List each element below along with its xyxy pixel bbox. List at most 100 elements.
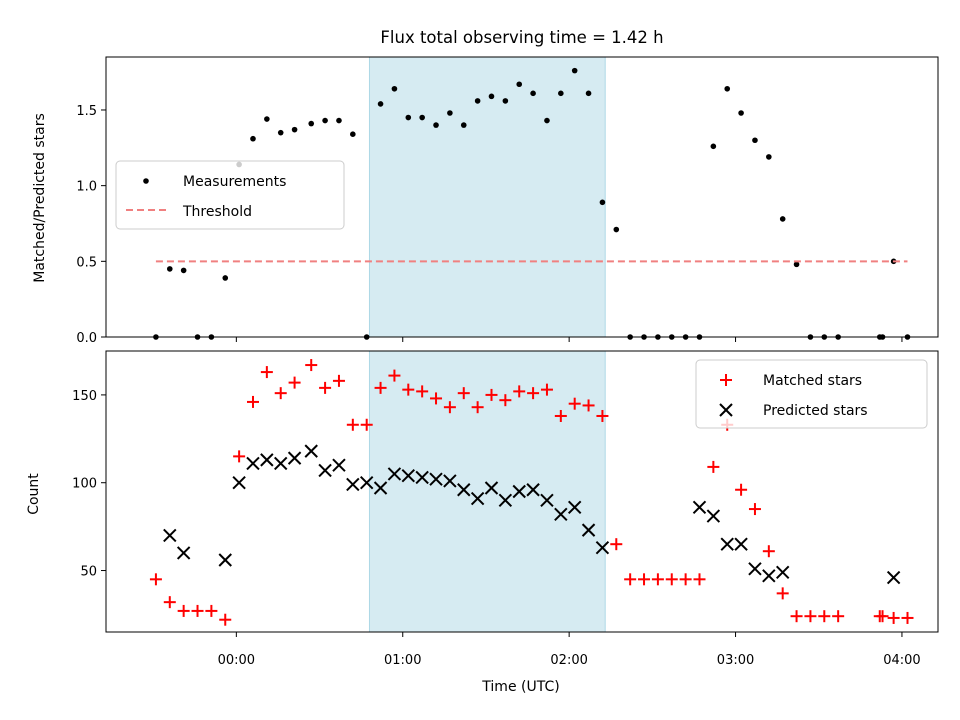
measurement-point: [222, 275, 229, 281]
predicted-stars-point: [373, 481, 388, 495]
predicted-stars-point: [443, 474, 457, 488]
plot-frame: [105, 350, 939, 633]
predicted-stars-point: [554, 507, 568, 522]
measurement-point: [405, 114, 412, 121]
x-tick-label: 03:00: [717, 653, 754, 668]
matched-stars-point: [163, 596, 176, 609]
predicted-stars-point: [526, 483, 540, 497]
measurement-point: [599, 199, 606, 206]
predicted-stars-point: [762, 569, 776, 583]
x-tick-label: 02:00: [550, 653, 587, 668]
matched-stars-point: [443, 401, 456, 414]
measurement-point: [166, 266, 173, 272]
matched-stars-point: [804, 610, 817, 623]
top-y-axis-label: Matched/Predicted stars: [32, 113, 48, 283]
predicted-stars-point: [163, 528, 177, 543]
predicted-stars-point: [720, 537, 734, 551]
x-tick-label: 00:00: [218, 653, 255, 668]
matched-stars-point: [332, 374, 345, 387]
predicted-stars-point: [498, 493, 513, 507]
measurement-point: [516, 81, 523, 88]
y-tick-label: 1.5: [76, 104, 97, 119]
predicted-stars-point: [318, 463, 332, 478]
x-tick-label: 01:00: [384, 653, 421, 668]
predicted-stars-point: [176, 546, 191, 560]
matched-stars-point: [246, 395, 259, 408]
y-tick-label: 50: [80, 565, 97, 580]
measurement-point: [738, 110, 744, 116]
measurement-point: [779, 216, 786, 222]
legend-frame: [695, 359, 928, 429]
matched-stars-point: [319, 381, 332, 394]
measurement-point: [724, 85, 731, 92]
matched-stars-point: [485, 388, 498, 401]
measurement-point: [447, 110, 453, 116]
measurement-point: [291, 126, 298, 133]
star-count-panel: 50 100 150 00:00 01:00 02:00 03:00 04:00: [72, 350, 939, 668]
y-tick-label: 0.5: [76, 255, 97, 270]
plot-frame: [105, 56, 939, 338]
matched-stars-point: [832, 610, 845, 623]
measurement-point: [350, 131, 356, 137]
predicted-stars-point: [692, 500, 707, 515]
matched-stars-point: [624, 573, 637, 586]
y-tick-label: 150: [72, 389, 97, 404]
matched-stars-point: [374, 381, 387, 394]
matched-stars-point: [191, 604, 204, 617]
measurement-point: [322, 117, 328, 124]
predicted-stars-point: [748, 562, 762, 576]
matched-stars-point: [582, 399, 595, 412]
matched-stars-point: [346, 418, 359, 431]
measurement-point: [488, 93, 495, 100]
matched-stars-point: [360, 418, 373, 431]
measurement-point: [613, 226, 620, 233]
matched-stars-point: [790, 610, 803, 623]
measurement-point: [308, 120, 315, 127]
predicted-legend-label: Predicted stars: [763, 403, 868, 419]
predicted-stars-point: [246, 456, 260, 471]
predicted-stars-point: [304, 444, 318, 458]
measurement-point: [558, 90, 564, 97]
measurement-point: [377, 101, 384, 107]
predicted-stars-point: [346, 477, 360, 492]
x-tick-label: 04:00: [883, 653, 920, 668]
measurement-point: [710, 143, 717, 150]
flux-ratio-legend: Measurements Threshold: [115, 160, 345, 230]
x-axis-label: Time (UTC): [481, 679, 559, 695]
measurement-point: [793, 261, 800, 268]
predicted-stars-point: [274, 456, 288, 471]
measurements-legend-marker: [143, 178, 149, 184]
predicted-stars-point: [457, 483, 471, 497]
matched-stars-point: [665, 573, 678, 586]
matched-stars-point: [735, 483, 748, 496]
matched-stars-point: [876, 610, 889, 623]
predicted-stars-point: [232, 476, 246, 490]
matched-stars-point: [260, 366, 273, 379]
predicted-stars-point: [260, 453, 274, 467]
bottom-y-axis-label: Count: [26, 473, 42, 515]
predicted-stars-point: [415, 470, 429, 485]
matched-stars-point: [430, 392, 443, 405]
matched-stars-point: [149, 573, 162, 586]
matched-stars-point: [638, 573, 651, 586]
measurement-point: [571, 67, 578, 74]
matched-stars-point: [693, 573, 706, 586]
matched-stars-point: [568, 397, 581, 410]
measurement-point: [277, 129, 284, 136]
matched-legend-marker: [720, 374, 732, 386]
predicted-stars-point: [581, 523, 596, 537]
measurement-point: [752, 137, 758, 144]
predicted-stars-point: [775, 565, 790, 579]
measurements-legend-label: Measurements: [183, 174, 286, 190]
measurement-point: [419, 114, 425, 121]
legend-frame: [115, 160, 345, 230]
predicted-stars-point: [886, 570, 901, 585]
predicted-stars-point: [706, 509, 721, 523]
observing-window-shade: [369, 57, 606, 337]
y-tick-label: 1.0: [76, 180, 97, 195]
chart-title: Flux total observing time = 1.42 h: [380, 28, 663, 47]
measurement-point: [585, 90, 592, 97]
matched-stars-point: [554, 409, 567, 422]
predicted-stars-point: [512, 484, 526, 499]
measurement-point: [264, 116, 270, 122]
